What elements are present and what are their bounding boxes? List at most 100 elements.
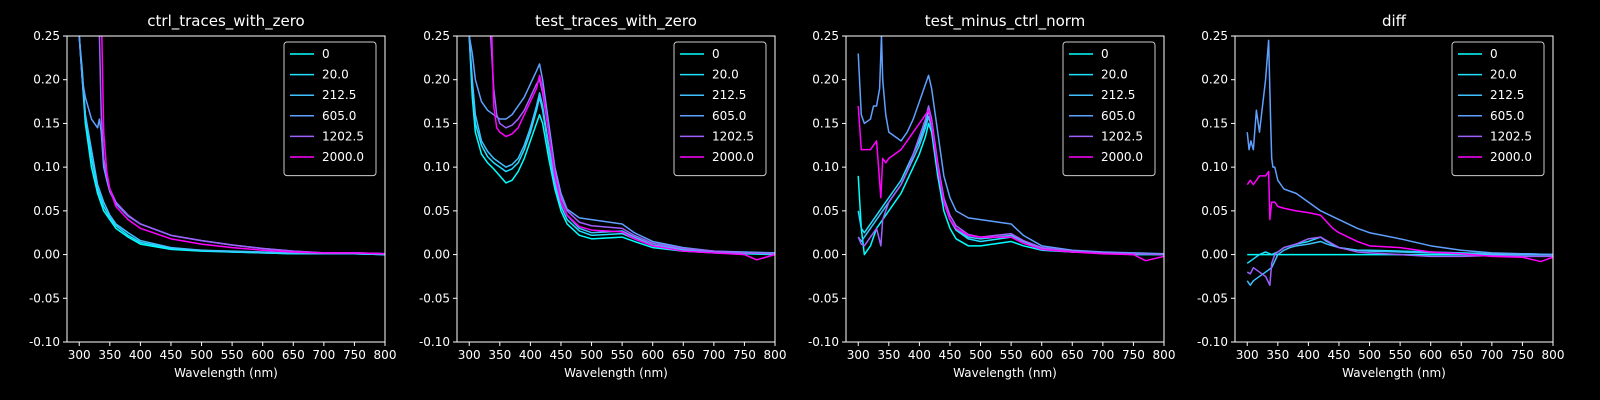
x-tick-label: 400 <box>519 348 542 362</box>
x-tick-label: 450 <box>939 348 962 362</box>
series-line-5 <box>101 36 385 255</box>
x-tick-label: 600 <box>251 348 274 362</box>
x-tick-label: 400 <box>908 348 931 362</box>
series-group <box>468 36 775 261</box>
legend-label: 0 <box>712 47 720 61</box>
series-line-3 <box>857 36 1164 255</box>
legend-label: 1202.5 <box>1101 129 1143 143</box>
x-tick-label: 700 <box>312 348 335 362</box>
x-tick-label: 800 <box>1542 348 1565 362</box>
x-tick-label: 650 <box>1061 348 1084 362</box>
y-tick-label: 0.05 <box>1201 204 1228 218</box>
legend-frame <box>283 41 377 177</box>
legend: 0 20.0 212.5 605.0 1202.5 2000.0 <box>1062 41 1156 177</box>
x-tick-label: 300 <box>847 348 870 362</box>
x-tick-label: 350 <box>877 348 900 362</box>
legend-frame <box>673 41 767 177</box>
y-tick-label: 0.25 <box>1201 29 1228 43</box>
y-tick-label: 0.15 <box>423 116 450 130</box>
x-tick-label: 450 <box>550 348 573 362</box>
legend-label: 212.5 <box>1101 88 1135 102</box>
series-line-0 <box>857 122 1164 256</box>
y-tick-label: -0.10 <box>808 335 839 349</box>
y-tick-label: 0.15 <box>812 116 839 130</box>
x-tick-label: 550 <box>611 348 634 362</box>
x-tick-label: 300 <box>68 348 91 362</box>
y-tick-label: 0.10 <box>423 160 450 174</box>
chart-panel-3: diff 300 350 400 450 500 550 600 650 700 750 800 -0.… <box>1197 12 1565 380</box>
y-tick-label: 0.15 <box>1201 116 1228 130</box>
chart-title: test_minus_ctrl_norm <box>925 12 1086 31</box>
x-tick-label: 400 <box>129 348 152 362</box>
chart-title: diff <box>1382 12 1407 30</box>
chart-title: ctrl_traces_with_zero <box>147 12 304 31</box>
plot-frame <box>66 35 386 343</box>
legend-label: 2000.0 <box>1101 150 1143 164</box>
y-tick-label: 0.00 <box>812 248 839 262</box>
y-tick-label: 0.00 <box>1201 248 1228 262</box>
x-tick-label: 650 <box>672 348 695 362</box>
x-tick-label: 750 <box>733 348 756 362</box>
legend-label: 20.0 <box>712 68 739 82</box>
y-tick-label: 0.25 <box>812 29 839 43</box>
x-tick-label: 350 <box>488 348 511 362</box>
plot-frame <box>1234 35 1554 343</box>
chart-panel-2: test_minus_ctrl_norm 300 350 400 450 500 550 60… <box>808 12 1176 380</box>
legend-label: 605.0 <box>322 109 356 123</box>
x-tick-label: 800 <box>764 348 787 362</box>
x-axis-label: Wavelength (nm) <box>564 366 668 380</box>
series-group <box>1246 39 1553 286</box>
x-tick-label: 650 <box>1450 348 1473 362</box>
y-tick-label: 0.10 <box>33 160 60 174</box>
x-tick-label: 700 <box>1091 348 1114 362</box>
x-tick-label: 500 <box>1358 348 1381 362</box>
series-line-5 <box>857 105 1164 262</box>
legend-label: 2000.0 <box>322 150 364 164</box>
legend-label: 1202.5 <box>712 129 754 143</box>
legend-label: 605.0 <box>1101 109 1135 123</box>
y-tick-label: -0.05 <box>808 291 839 305</box>
y-tick-label: 0.00 <box>423 248 450 262</box>
x-tick-label: 550 <box>1000 348 1023 362</box>
y-tick-label: 0.20 <box>1201 73 1228 87</box>
series-line-2 <box>468 36 775 255</box>
x-tick-label: 600 <box>1030 348 1053 362</box>
y-tick-label: -0.05 <box>29 291 60 305</box>
series-group <box>857 36 1164 262</box>
x-tick-label: 500 <box>190 348 213 362</box>
legend-label: 212.5 <box>712 88 746 102</box>
x-tick-label: 500 <box>580 348 603 362</box>
x-tick-label: 750 <box>1122 348 1145 362</box>
series-line-0 <box>468 36 775 256</box>
legend-label: 20.0 <box>1101 68 1128 82</box>
x-tick-label: 700 <box>1480 348 1503 362</box>
legend-label: 212.5 <box>1490 88 1524 102</box>
x-tick-label: 450 <box>1328 348 1351 362</box>
series-group <box>78 36 385 256</box>
legend: 0 20.0 212.5 605.0 1202.5 2000.0 <box>673 41 767 177</box>
series-line-5 <box>1246 170 1553 263</box>
x-axis-label: Wavelength (nm) <box>174 366 278 380</box>
x-tick-label: 650 <box>282 348 305 362</box>
y-tick-label: 0.00 <box>33 248 60 262</box>
plot-frame <box>456 35 776 343</box>
y-tick-label: 0.15 <box>33 116 60 130</box>
y-tick-label: 0.25 <box>423 29 450 43</box>
x-tick-label: 700 <box>702 348 725 362</box>
x-tick-label: 800 <box>1153 348 1176 362</box>
x-tick-label: 800 <box>374 348 397 362</box>
x-tick-label: 500 <box>969 348 992 362</box>
series-line-3 <box>468 36 775 254</box>
legend: 0 20.0 212.5 605.0 1202.5 2000.0 <box>283 41 377 177</box>
y-tick-label: 0.10 <box>1201 160 1228 174</box>
series-line-1 <box>1246 236 1553 264</box>
y-tick-label: 0.25 <box>33 29 60 43</box>
legend-label: 0 <box>322 47 330 61</box>
x-tick-label: 350 <box>98 348 121 362</box>
x-tick-label: 550 <box>1389 348 1412 362</box>
y-tick-label: 0.20 <box>423 73 450 87</box>
y-tick-label: 0.05 <box>33 204 60 218</box>
x-axis-label: Wavelength (nm) <box>953 366 1057 380</box>
y-tick-label: 0.10 <box>812 160 839 174</box>
y-tick-label: -0.10 <box>29 335 60 349</box>
